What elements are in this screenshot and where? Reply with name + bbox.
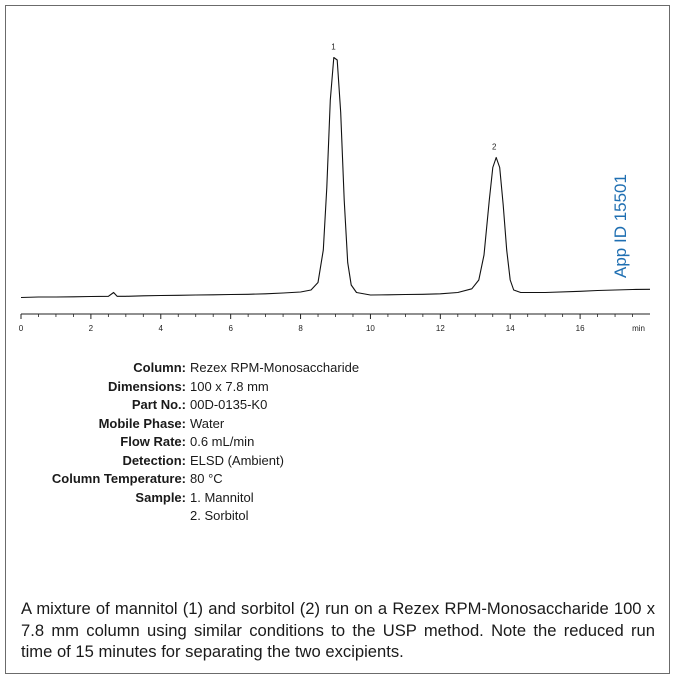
peak-label: 2 [492, 143, 497, 152]
x-tick-label: 2 [89, 324, 94, 333]
condition-value-line: 100 x 7.8 mm [190, 378, 269, 394]
figure-caption: A mixture of mannitol (1) and sorbitol (… [21, 599, 655, 661]
condition-value-line: ELSD (Ambient) [190, 452, 284, 468]
condition-row: Detection: ELSD (Ambient) [0, 452, 677, 471]
chromatogram-trace [20, 56, 651, 299]
condition-value-line: Water [190, 415, 225, 431]
x-tick-label: 4 [159, 324, 164, 333]
condition-row: Sample: 1. Mannitol 2. Sorbitol [0, 489, 677, 524]
condition-row: Part No.: 00D-0135-K0 [0, 396, 677, 415]
conditions-table: Column: Rezex RPM-Monosaccharide Dimension… [0, 359, 677, 524]
condition-value-line: 2. Sorbitol [190, 508, 249, 523]
x-tick-label: 14 [506, 324, 515, 333]
condition-label: Dimensions: [107, 378, 186, 394]
condition-value: 100 x 7.8 mm [190, 378, 269, 397]
condition-label: Detection: [122, 452, 186, 468]
condition-value: 80 °C [190, 470, 223, 489]
condition-label: Column: [133, 360, 186, 375]
app-id-label: App ID 15501 [611, 174, 630, 278]
x-tick-label: 0 [19, 324, 24, 333]
condition-row: Mobile Phase: Water [0, 415, 677, 434]
condition-row: Column Temperature: 80 °C [0, 470, 677, 489]
condition-row: Column: Rezex RPM-Monosaccharide [0, 359, 677, 378]
condition-row: Dimensions: 100 x 7.8 mm [0, 378, 677, 397]
condition-label: Sample: [135, 489, 186, 505]
peak-label: 1 [331, 43, 336, 52]
condition-value: Rezex RPM-Monosaccharide [190, 359, 359, 378]
figure-frame [5, 5, 670, 674]
condition-value-line: 00D-0135-K0 [190, 397, 268, 412]
x-axis-label: min [632, 324, 645, 333]
x-tick-label: 6 [228, 324, 233, 333]
condition-value: Water [190, 415, 224, 434]
x-tick-label: 12 [436, 324, 445, 333]
condition-value-line: Rezex RPM-Monosaccharide [190, 360, 360, 375]
condition-value: 0.6 mL/min [190, 433, 254, 452]
x-tick-label: 10 [366, 324, 375, 333]
condition-value: 1. Mannitol 2. Sorbitol [190, 489, 254, 524]
condition-label: Mobile Phase: [98, 415, 186, 431]
x-tick-label: 16 [576, 324, 585, 333]
condition-row: Flow Rate: 0.6 mL/min [0, 433, 677, 452]
condition-label: Column Temperature: [51, 471, 186, 486]
condition-value-line: 0.6 mL/min [190, 434, 255, 449]
condition-value-line: 1. Mannitol [190, 489, 254, 505]
condition-label: Part No.: [131, 397, 186, 412]
condition-value-line: 80 °C [190, 471, 223, 486]
condition-value: 00D-0135-K0 [190, 396, 267, 415]
condition-value: ELSD (Ambient) [190, 452, 284, 471]
x-tick-label: 8 [298, 324, 303, 333]
condition-label: Flow Rate: [120, 434, 186, 449]
